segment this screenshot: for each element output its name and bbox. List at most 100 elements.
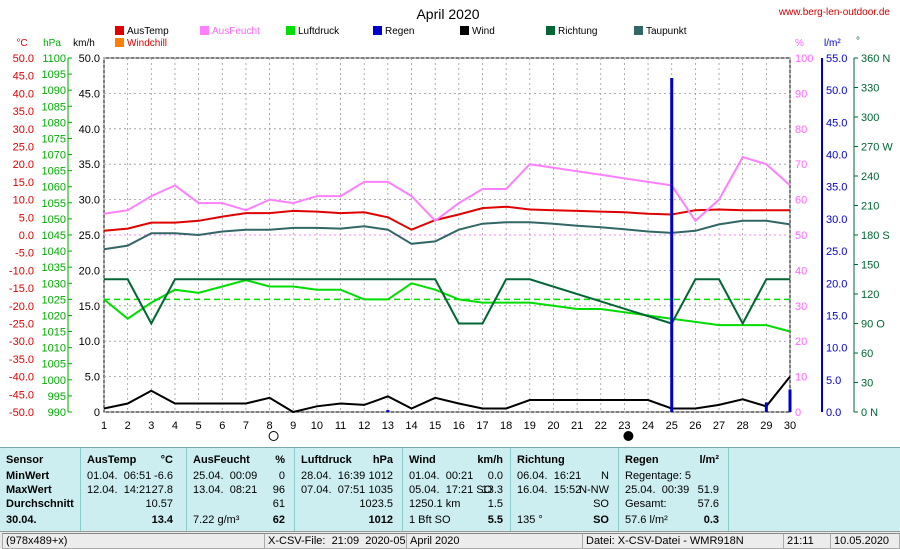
wind-tick-label: 0 [94,407,100,419]
series-line-richtung [104,278,790,326]
pressure-tick-label: 1025 [42,294,66,306]
stats-richtung-header: Richtung [517,454,565,466]
series-line-ausfeucht [103,155,791,223]
stats-wind-label: 05.04. 17:21 SO [409,484,493,496]
humidity-tick-label: 50 [795,230,807,242]
humidity-tick-label: 100 [795,53,813,65]
stats-ausFeucht-label: 7.22 g/m³ [193,514,240,526]
pressure-tick-label: 1000 [42,375,66,387]
direction-tick-label: 360 N [861,53,890,65]
legend-swatch [546,26,555,35]
direction-tick-label: 150 [861,260,879,272]
x-tick-label: 2 [125,420,131,432]
direction-tick-label: 30 [861,378,873,390]
temp-tick-label: 20.0 [13,159,34,171]
stats-regen-label: Gesamt: [625,498,667,510]
x-tick-label: 24 [642,420,654,432]
temp-tick-label: -30.0 [9,336,34,348]
x-tick-label: 25 [666,420,678,432]
series-line-taupunkt [103,219,791,251]
stats-richtung-label: 16.04. 15:52 [517,484,582,496]
stats-regen-value: 57.6 [697,498,719,510]
stats-regen-header: Regen [625,454,659,466]
rain-tick-label: 35.0 [826,182,847,194]
pressure-tick-label: 1040 [42,246,66,258]
x-tick-label: 30 [784,420,796,432]
stats-ausFeucht-value: 96 [272,484,285,496]
stats-richtung-value: SO [593,498,609,510]
stats-row-label: Durchschnitt [6,498,74,510]
new-moon-icon [623,431,634,441]
pressure-tick-label: 1095 [42,69,66,81]
pressure-tick-label: 1100 [42,53,66,65]
temp-tick-label: 25.0 [13,142,34,154]
stats-richtung-label: 135 ° [517,514,543,526]
x-tick-label: 15 [429,420,441,432]
wind-tick-label: 30.0 [79,195,100,207]
stats-ausFeucht-label: 25.04. 00:09 [193,470,258,482]
stats-ausFeucht-unit: % [275,454,285,466]
pressure-tick-label: 990 [48,407,66,419]
stats-regen-value: 51.9 [697,484,719,496]
stats-richtung-value: N-NW [579,484,609,496]
stats-wind-column: Wind km/h 01.04. 00:21 0.0 05.04. 17:21 SO 13… [402,448,511,532]
temp-tick-label: 35.0 [13,106,34,118]
stats-wind-label: 1 Bft SO [409,514,451,526]
wind-tick-label: 45.0 [79,88,100,100]
series-line-wind [103,375,791,414]
direction-tick-label: 300 [861,112,879,124]
status-bar: (978x489+x) X-CSV-File: 21:09 2020-05-10… [0,531,900,549]
stats-richtung-value: SO [593,514,609,526]
rain-tick-label: 40.0 [826,150,847,162]
temp-tick-label: -5.0 [15,248,34,260]
stats-ausFeucht-value: 0 [278,470,285,482]
pressure-tick-label: 1080 [42,117,66,129]
x-tick-label: 5 [196,420,202,432]
x-tick-label: 19 [524,420,536,432]
pressure-tick-label: 995 [48,391,66,403]
temp-tick-label: -20.0 [9,301,34,313]
stats-regen-label: Regentage: 5 [625,470,692,482]
direction-tick-label: 240 [861,171,879,183]
temp-tick-label: -40.0 [9,372,34,384]
x-tick-label: 8 [267,420,273,432]
temp-tick-label: 30.0 [13,124,34,136]
x-tick-label: 7 [243,420,249,432]
temp-tick-label: 50.0 [13,53,34,65]
wind-unit-label: km/h [73,38,95,49]
pressure-tick-label: 1045 [42,230,66,242]
stats-ausFeucht-header: AusFeucht [193,454,250,466]
pressure-tick-label: 1005 [42,359,66,371]
legend-label: Regen [385,26,414,37]
wind-tick-label: 15.0 [79,301,100,313]
x-tick-label: 14 [405,420,417,432]
humidity-tick-label: 10 [795,372,807,384]
pressure-tick-label: 1015 [42,327,66,339]
direction-tick-label: 90 O [861,319,885,331]
direction-tick-label: 270 W [861,142,893,154]
status-time: 21:11 [783,533,831,549]
stats-richtung-label: 06.04. 16:21 [517,470,582,482]
stats-row-label: MaxWert [6,484,52,496]
stats-regen-unit: l/m² [699,454,719,466]
legend-swatch [115,26,124,35]
wind-tick-label: 20.0 [79,265,100,277]
direction-tick-label: 60 [861,348,873,360]
x-tick-label: 26 [689,420,701,432]
stats-luftdruck-value: 1023.5 [359,498,393,510]
temp-tick-label: 10.0 [13,195,34,207]
x-tick-label: 11 [335,420,346,432]
stats-luftdruck-label: 28.04. 16:39 [301,470,366,482]
stats-ausTemp-value: 10.57 [145,498,173,510]
statistics-panel: Sensor MinWert MaxWert Durchschnitt 30.0… [0,447,900,532]
stats-ausFeucht-value: 61 [272,498,285,510]
x-tick-label: 13 [382,420,394,432]
direction-tick-label: 180 S [861,230,890,242]
x-tick-label: 18 [500,420,512,432]
x-tick-label: 28 [737,420,749,432]
stats-luftdruck-value: 1012 [368,470,393,482]
stats-luftdruck-value: 1035 [368,484,393,496]
weather-chart: April 2020 www.berg-len-outdoor.de50.045.… [9,6,893,441]
direction-tick-label: 210 [861,201,879,213]
stats-row-label: 30.04. [6,514,37,526]
